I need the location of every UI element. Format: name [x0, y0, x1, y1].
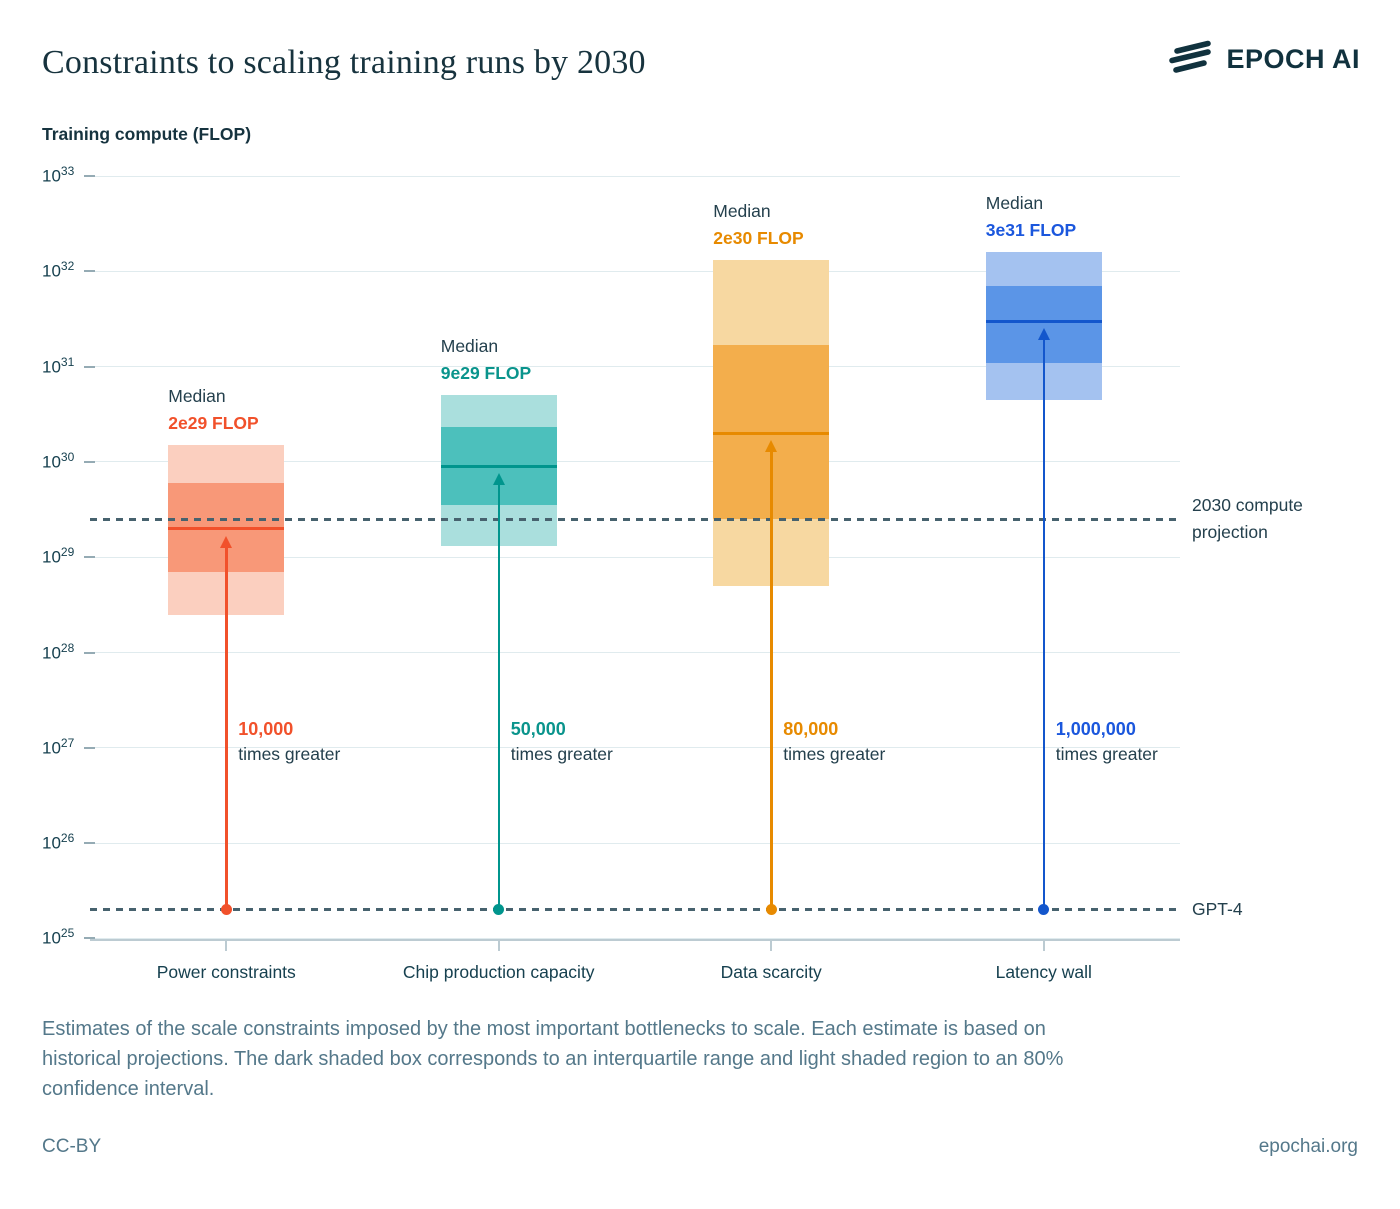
gridline — [90, 747, 1180, 749]
arrow-head — [492, 473, 505, 486]
reference-label: 2030 compute projection — [1192, 495, 1303, 543]
growth-arrow-line — [1042, 339, 1045, 910]
multiplier-label: 50,000 times greater — [511, 719, 613, 765]
multiplier-suffix: times greater — [783, 744, 886, 764]
y-tick-label: 1026 — [42, 831, 75, 853]
x-axis-tick — [770, 940, 773, 951]
plot-area: 1033 1032 1031 1030 1029 1028 1027 1026 1025 Medi… — [42, 164, 1303, 982]
growth-arrow-line — [225, 546, 228, 910]
y-tick-dash — [84, 651, 95, 654]
multiplier-value: 10,000 — [238, 719, 294, 739]
median-line — [440, 464, 557, 468]
median-label-value: 3e31 FLOP — [985, 219, 1077, 240]
multiplier-suffix: times greater — [1055, 744, 1158, 764]
median-label-value: 9e29 FLOP — [440, 363, 532, 384]
x-axis-tick — [225, 940, 228, 951]
multiplier-value: 80,000 — [783, 719, 839, 739]
y-tick-label: 1029 — [42, 545, 75, 567]
median-label: Median 3e31 FLOP — [986, 192, 1076, 242]
median-label: Median 2e29 FLOP — [168, 385, 258, 435]
median-line — [168, 527, 285, 530]
category-label: Data scarcity — [720, 962, 822, 982]
arrow-dot — [765, 904, 777, 916]
multiplier-value: 50,000 — [510, 719, 566, 739]
median-line — [713, 431, 830, 435]
gridline — [90, 842, 1180, 844]
y-tick-label: 1030 — [42, 449, 75, 472]
gridline — [90, 461, 1180, 463]
epoch-ai-logo: EPOCH AI — [1167, 38, 1360, 81]
y-tick-label: 1027 — [42, 735, 75, 758]
reference-label: GPT-4 — [1192, 899, 1243, 920]
median-line — [985, 319, 1102, 323]
reference-line — [90, 908, 1180, 912]
caption-line: confidence interval. — [42, 1078, 215, 1100]
y-tick-dash — [84, 746, 95, 749]
reference-line — [90, 517, 1180, 521]
y-axis-title: Training compute (FLOP) — [42, 124, 252, 144]
growth-arrow-line — [770, 451, 773, 910]
gridline — [90, 366, 1180, 368]
arrow-head — [220, 535, 233, 548]
license-label: CC-BY — [42, 1136, 102, 1157]
y-tick-dash — [84, 842, 95, 845]
median-label-word: Median — [440, 336, 499, 357]
median-label: Median 9e29 FLOP — [441, 335, 531, 385]
caption: Estimates of the scale constraints impos… — [42, 1014, 1362, 1104]
y-tick-label: 1033 — [42, 164, 75, 186]
multiplier-label: 80,000 times greater — [783, 719, 885, 765]
y-tick-dash — [84, 270, 95, 273]
median-label-value: 2e30 FLOP — [713, 228, 804, 249]
multiplier-suffix: times greater — [510, 744, 613, 764]
median-label-word: Median — [713, 201, 771, 222]
category-label: Power constraints — [156, 962, 296, 982]
arrow-dot — [1038, 904, 1050, 916]
median-label-value: 2e29 FLOP — [168, 413, 259, 434]
y-tick-dash — [84, 175, 95, 177]
y-tick-label: 1025 — [42, 926, 75, 949]
arrow-head — [1037, 328, 1050, 341]
y-tick-label: 1028 — [42, 640, 75, 663]
x-axis-line — [90, 939, 1180, 941]
y-tick-dash — [84, 365, 95, 368]
arrow-head — [765, 440, 778, 453]
arrow-dot — [220, 904, 232, 916]
gridline — [90, 175, 1180, 177]
site-label: epochai.org — [1258, 1136, 1358, 1157]
gridline — [90, 652, 1180, 653]
caption-line: Estimates of the scale constraints impos… — [42, 1018, 1046, 1040]
growth-arrow-line — [497, 484, 500, 910]
median-label: Median 2e30 FLOP — [713, 200, 803, 250]
x-axis-tick — [497, 940, 500, 951]
x-axis-tick — [1042, 940, 1045, 951]
y-tick-label: 1031 — [42, 354, 75, 377]
median-label-word: Median — [985, 192, 1044, 213]
median-label-word: Median — [168, 386, 226, 407]
category-label: Latency wall — [995, 962, 1092, 982]
y-tick-label: 1032 — [42, 259, 75, 281]
brand-name: EPOCH AI — [1226, 44, 1360, 74]
chart-title: Constraints to scaling training runs by … — [42, 44, 646, 81]
gridline — [90, 937, 1180, 939]
epoch-ai-logo-icon — [1167, 38, 1213, 81]
y-tick-dash — [84, 937, 95, 940]
gridline — [90, 270, 1180, 272]
caption-line: historical projections. The dark shaded … — [42, 1048, 1064, 1070]
gridline — [90, 556, 1180, 558]
y-tick-dash — [84, 556, 95, 559]
multiplier-suffix: times greater — [238, 744, 341, 764]
multiplier-label: 1,000,000 times greater — [1056, 719, 1158, 765]
arrow-dot — [493, 904, 505, 916]
multiplier-label: 10,000 times greater — [238, 719, 340, 765]
y-tick-dash — [84, 460, 95, 463]
multiplier-value: 1,000,000 — [1055, 719, 1136, 739]
category-label: Chip production capacity — [402, 962, 595, 982]
